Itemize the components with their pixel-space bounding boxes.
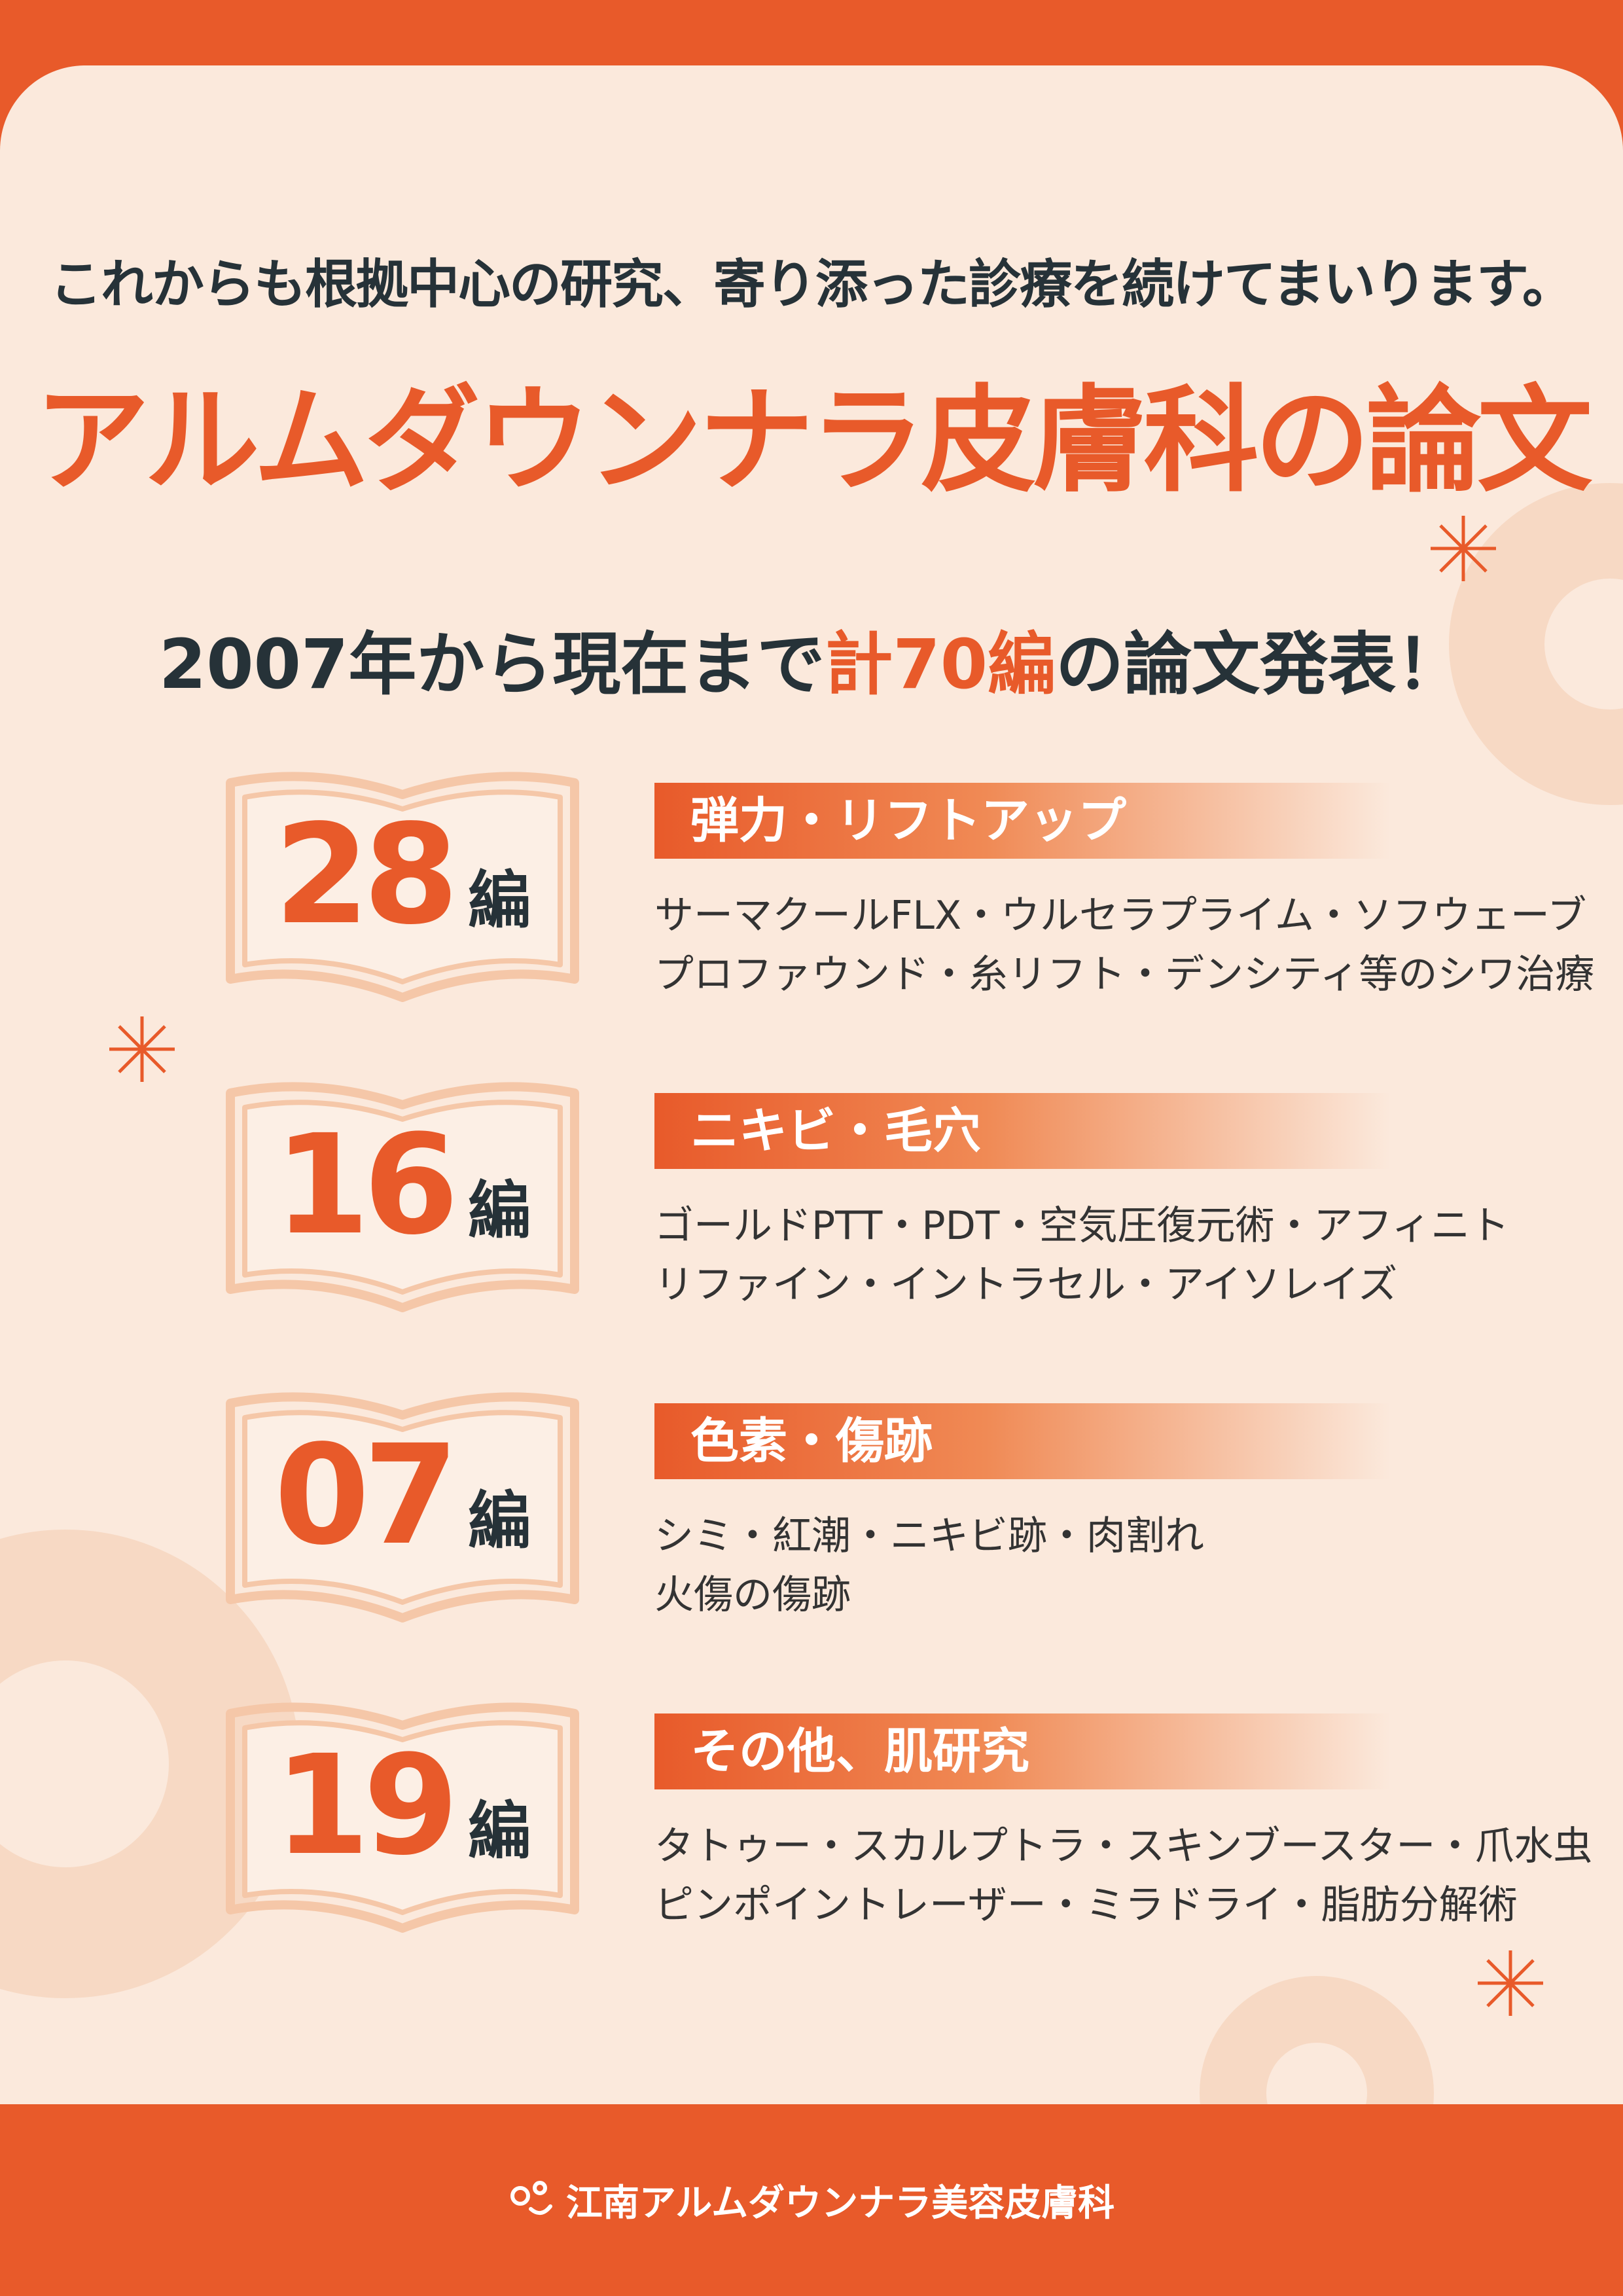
clinic-name: 江南アルムダウンナラ美容皮膚科: [565, 2182, 1115, 2225]
item: 19 編その他、肌研究 タトゥー・スカルプトラ・スキンブースター・爪水虫 ピンポイント…: [0, 1699, 1623, 1974]
count: 07 編: [223, 1415, 582, 1585]
logo: [510, 2180, 552, 2215]
title: アルムダウンナラ皮膚科の論文: [34, 374, 1593, 508]
footer: 江南アルムダウンナラ美容皮膚科: [0, 2104, 1623, 2296]
item: 28 編弾力・リフトアップ サーマクールFLX・ウルセラプライム・ソフウェーブ プロフ…: [0, 768, 1623, 1043]
description-line: ゴールドPTT・PDT・空気圧復元術・アフィニト: [654, 1203, 1510, 1249]
count-unit: 編: [468, 1174, 531, 1247]
subtitle: これからも根拠中心の研究、寄り添った診療を続けてまいります。: [50, 254, 1575, 315]
description: タトゥー・スカルプトラ・スキンブースター・爪水虫 ピンポイントレーザー・ミラドライ…: [654, 1817, 1597, 1935]
description-line: 火傷の傷跡: [654, 1572, 851, 1618]
summary-text: 2007年から現在まで: [158, 624, 825, 704]
category-label: ニキビ・毛穴: [654, 1093, 1391, 1169]
count: 19 編: [223, 1725, 582, 1895]
count-unit: 編: [468, 864, 531, 937]
category-label: 色素・傷跡: [654, 1403, 1391, 1479]
summary: 2007年から現在まで計70編の論文発表！: [0, 609, 1623, 708]
book-icon: [226, 1082, 579, 1312]
count: 28 編: [223, 795, 582, 965]
count: 16 編: [223, 1105, 582, 1275]
item: 16 編ニキビ・毛穴 ゴールドPTT・PDT・空気圧復元術・アフィニト リファイン・イ…: [0, 1079, 1623, 1354]
count-number: 07: [274, 1415, 459, 1575]
book-icon: [226, 1702, 579, 1933]
summary-highlight: 計70編: [825, 624, 1056, 704]
description: ゴールドPTT・PDT・空気圧復元術・アフィニト リファイン・イントラセル・アイソ…: [654, 1196, 1597, 1314]
description: サーマクールFLX・ウルセラプライム・ソフウェーブ プロファウンド・糸リフト・デン…: [654, 886, 1597, 1004]
description: シミ・紅潮・ニキビ跡・肉割れ 火傷の傷跡: [654, 1507, 1597, 1624]
book-icon: [226, 1392, 579, 1623]
count-unit: 編: [468, 1795, 531, 1868]
description-line: ピンポイントレーザー・ミラドライ・脂肪分解術: [654, 1882, 1518, 1928]
item: 07 編色素・傷跡 シミ・紅潮・ニキビ跡・肉割れ 火傷の傷跡: [0, 1389, 1623, 1664]
count-number: 16: [274, 1105, 459, 1265]
summary-text: の論文発表！: [1056, 624, 1465, 704]
category-label: その他、肌研究: [654, 1713, 1391, 1789]
description-line: リファイン・イントラセル・アイソレイズ: [654, 1262, 1398, 1308]
count-unit: 編: [468, 1484, 531, 1558]
count-number: 28: [274, 795, 459, 955]
description-line: サーマクールFLX・ウルセラプライム・ソフウェーブ: [654, 893, 1587, 939]
description-line: シミ・紅潮・ニキビ跡・肉割れ: [654, 1513, 1204, 1559]
description-line: タトゥー・スカルプトラ・スキンブースター・爪水虫: [654, 1823, 1593, 1869]
description-line: プロファウンド・糸リフト・デンシティ等のシワ治療: [654, 952, 1595, 997]
category-label: 弾力・リフトアップ: [654, 783, 1391, 859]
book-icon: [226, 772, 579, 1002]
count-number: 19: [274, 1725, 459, 1886]
